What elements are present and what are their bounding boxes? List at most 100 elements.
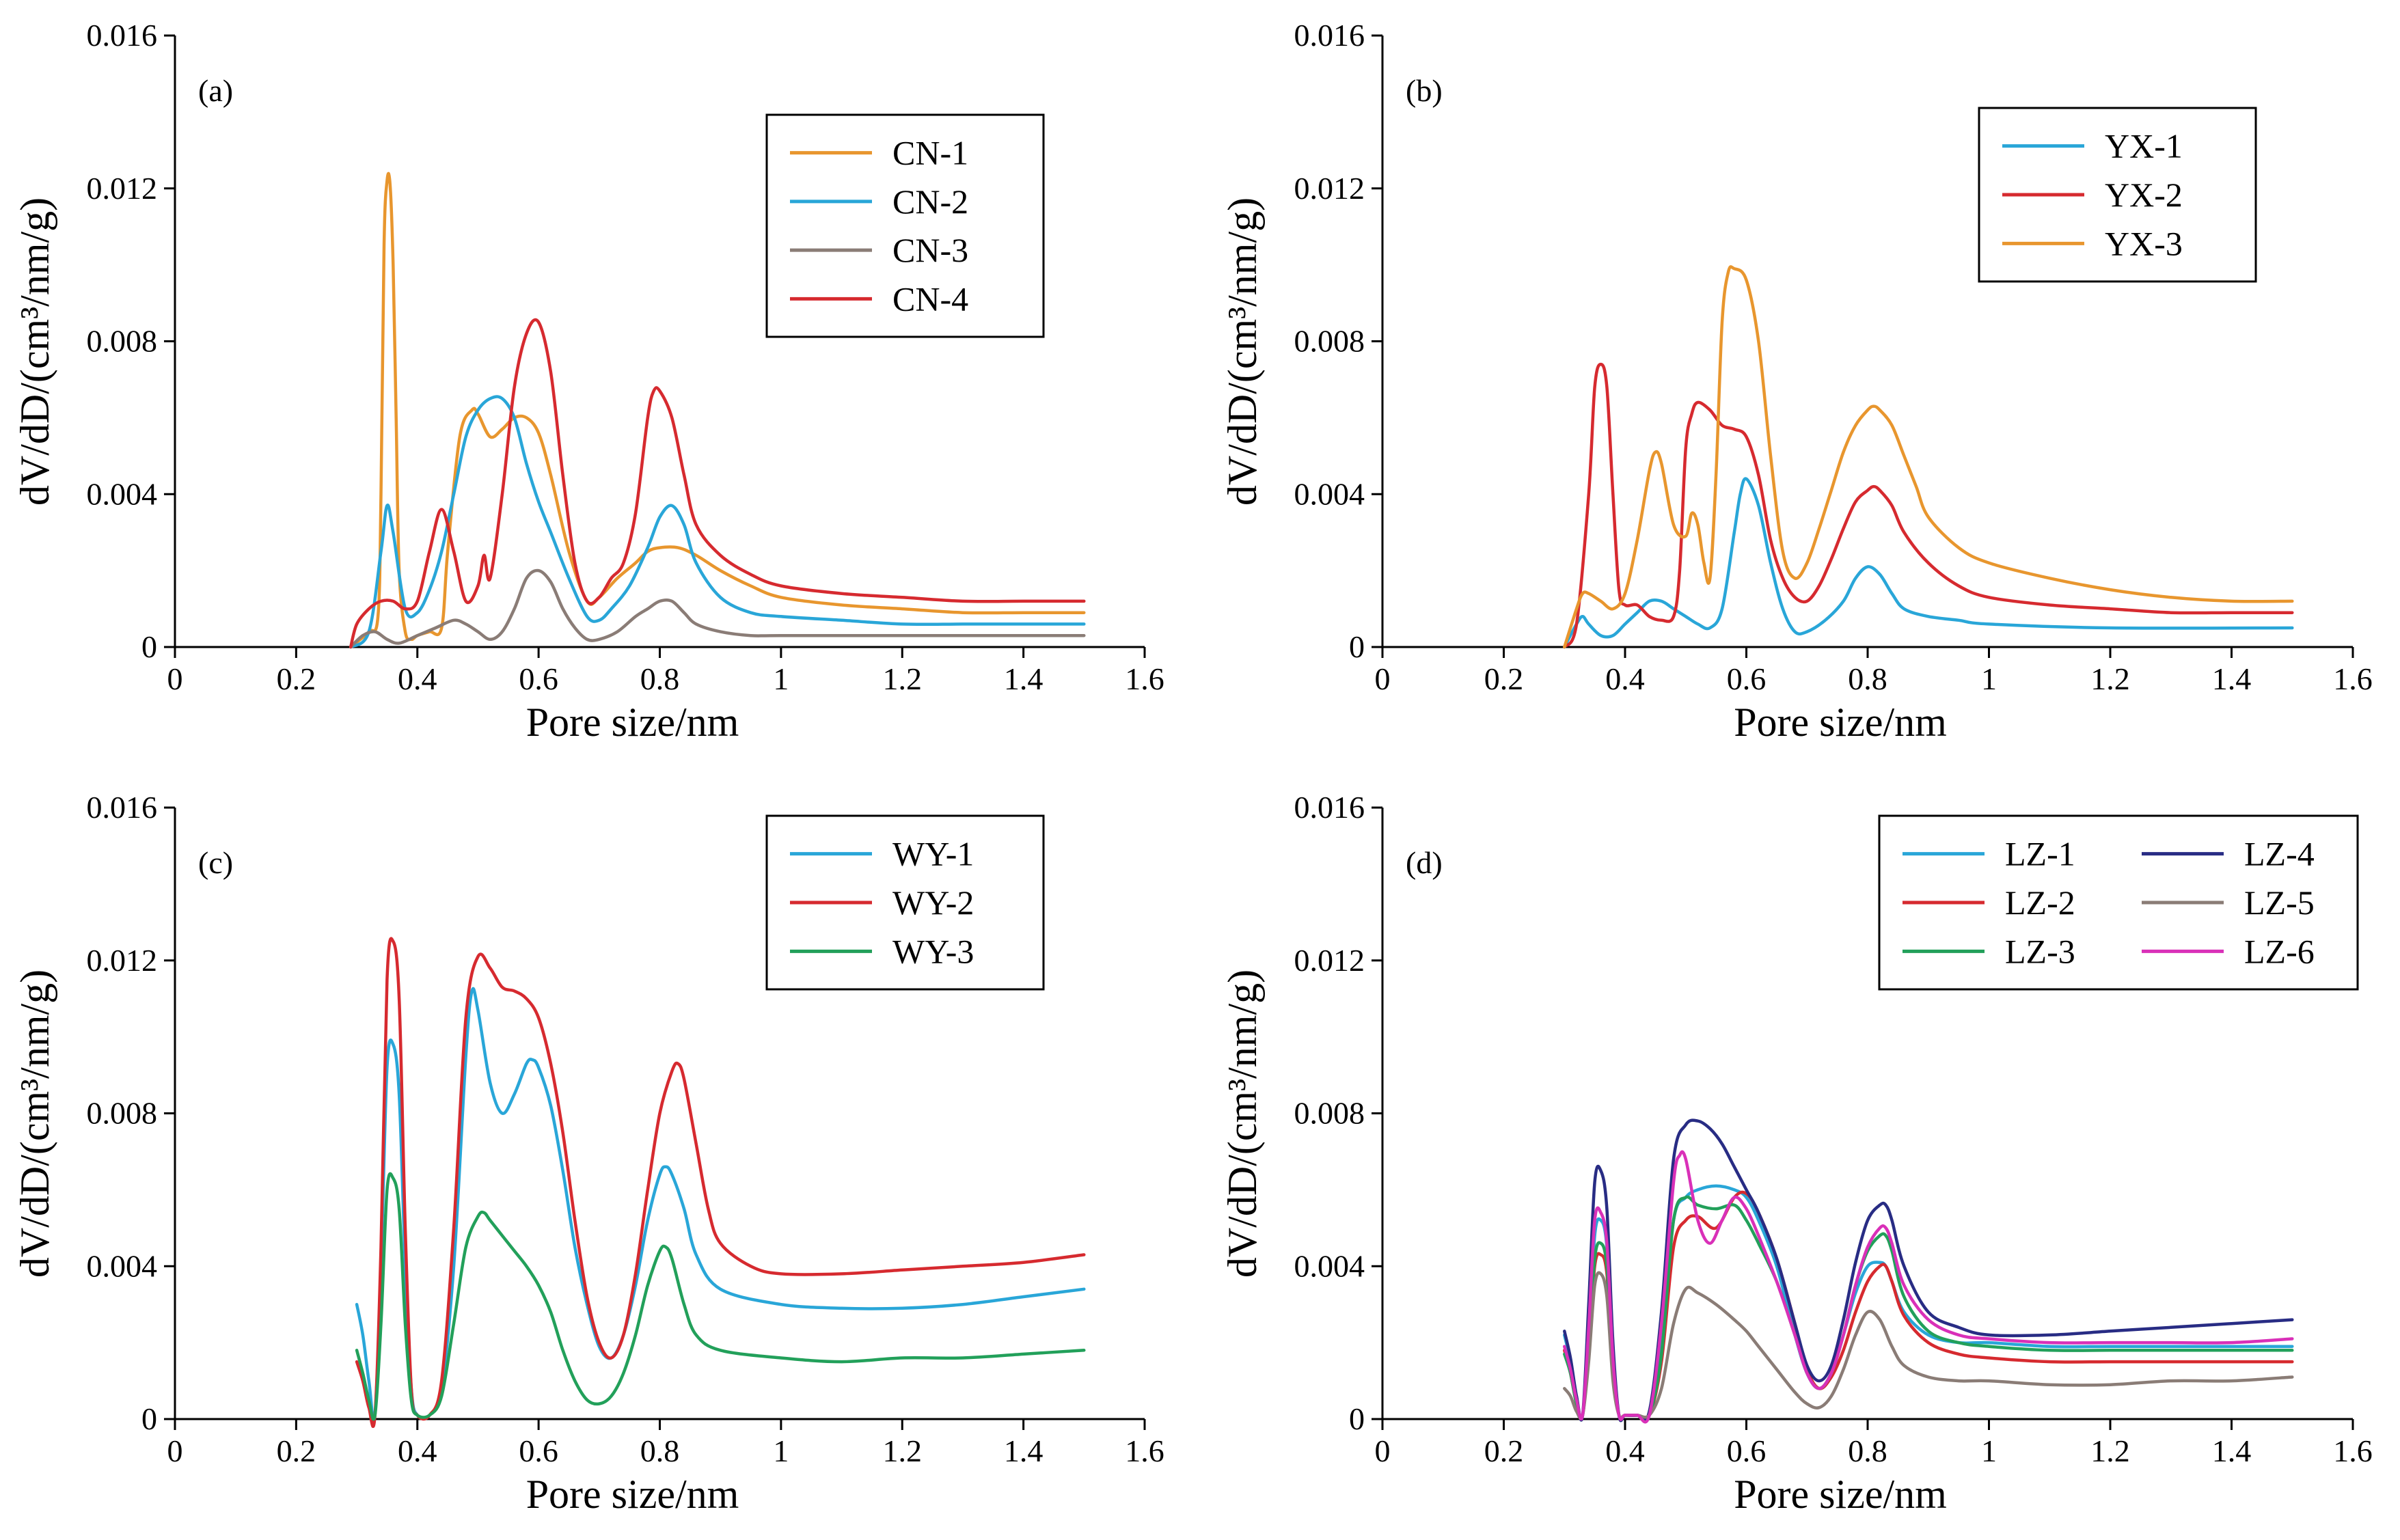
x-tick-label: 1.2 (2090, 661, 2130, 696)
legend-label: LZ-1 (2005, 835, 2075, 873)
x-tick-label: 1 (773, 661, 789, 696)
legend-label: LZ-6 (2244, 932, 2315, 970)
panel-a: 0 0.2 0.4 0.6 0.8 1 1.2 1.4 1.6 0 0.004 0.008 0.012 0… (12, 18, 1164, 745)
y-axis-title: dV/dD/(cm³/nm/g) (12, 197, 57, 506)
legend-item: LZ-2 (1903, 883, 2075, 922)
y-tick-label: 0 (1349, 1401, 1365, 1436)
x-tick-label: 1.6 (2333, 1433, 2373, 1468)
y-axis-title: dV/dD/(cm³/nm/g) (1220, 970, 1265, 1278)
legend-item: WY-3 (790, 932, 974, 970)
x-tick-label: 0.4 (398, 1433, 437, 1468)
x-tick-label: 0.8 (1848, 661, 1887, 696)
legend-label: CN-3 (892, 231, 968, 269)
series-line-lz-4 (1563, 1118, 2294, 1422)
x-tick-label: 1.4 (2212, 661, 2252, 696)
series-line-yx-2 (1563, 362, 2294, 649)
series-line-cn-3 (349, 568, 1086, 649)
y-tick-label: 0.004 (1294, 1248, 1365, 1283)
legend-item: CN-4 (790, 279, 968, 318)
legend-label: CN-1 (892, 134, 968, 172)
y-tick-label: 0.008 (87, 324, 158, 359)
series-line-wy-2 (355, 937, 1086, 1429)
x-tick-label: 0.4 (398, 661, 437, 696)
legend: CN-1 CN-2 CN-3 CN-4 (765, 113, 1045, 338)
legend: WY-1 WY-2 WY-3 (765, 814, 1045, 991)
y-tick-label: 0.016 (1294, 18, 1365, 53)
legend-item: WY-2 (790, 883, 974, 922)
x-tick-label: 1.4 (1004, 1433, 1044, 1468)
legend-label: CN-2 (892, 182, 968, 221)
x-tick-label: 0.2 (1484, 661, 1524, 696)
y-tick-label: 0.012 (87, 171, 158, 206)
legend-label: LZ-5 (2244, 883, 2315, 922)
x-tick-label: 0.2 (1484, 1433, 1524, 1468)
x-tick-label: 1.2 (883, 661, 923, 696)
x-tick-label: 1 (1981, 661, 1997, 696)
legend-item: CN-1 (790, 134, 968, 172)
legend-label: YX-3 (2105, 224, 2183, 262)
legend-item: YX-2 (2002, 176, 2183, 214)
y-tick-label: 0 (1349, 629, 1365, 664)
panel-d: 0 0.2 0.4 0.6 0.8 1 1.2 1.4 1.6 0 0.004 0.008 0.012 0… (1220, 790, 2373, 1517)
x-axis-title: Pore size/nm (1734, 1472, 1947, 1517)
x-tick-label: 1.4 (2212, 1433, 2252, 1468)
x-tick-label: 1.2 (2090, 1433, 2130, 1468)
series-line-yx-3 (1563, 265, 2294, 649)
x-tick-label: 0.4 (1605, 1433, 1645, 1468)
legend-item: LZ-1 (1903, 835, 2075, 873)
y-tick-label: 0.008 (1294, 324, 1365, 359)
y-tick-label: 0.016 (87, 18, 158, 53)
x-tick-label: 0.2 (277, 1433, 316, 1468)
y-tick-label: 0.012 (87, 943, 158, 978)
x-tick-label: 0.8 (1848, 1433, 1887, 1468)
x-axis-title: Pore size/nm (1734, 700, 1947, 745)
legend-item: LZ-6 (2142, 932, 2315, 970)
series-line-lz-3 (1563, 1195, 2294, 1422)
y-tick-label: 0.016 (1294, 790, 1365, 825)
x-tick-label: 1 (773, 1433, 789, 1468)
panel-b: 0 0.2 0.4 0.6 0.8 1 1.2 1.4 1.6 0 0.004 0.008 0.012 0… (1220, 18, 2373, 745)
legend-item: YX-3 (2002, 224, 2183, 262)
x-tick-label: 0.8 (640, 661, 680, 696)
x-tick-label: 0.6 (1727, 1433, 1767, 1468)
x-tick-label: 1 (1981, 1433, 1997, 1468)
y-tick-label: 0 (141, 629, 157, 664)
legend-item: LZ-4 (2142, 835, 2315, 873)
x-tick-label: 1.2 (883, 1433, 923, 1468)
y-tick-label: 0.004 (87, 476, 158, 511)
y-tick-label: 0 (141, 1401, 157, 1436)
legend-label: YX-1 (2105, 127, 2183, 165)
legend-item: CN-3 (790, 231, 968, 269)
x-tick-label: 0 (167, 661, 183, 696)
legend-item: LZ-5 (2142, 883, 2315, 922)
x-tick-label: 0.6 (1727, 661, 1767, 696)
y-tick-label: 0.012 (1294, 171, 1365, 206)
legend-label: LZ-4 (2244, 835, 2315, 873)
legend-label: WY-3 (892, 932, 974, 970)
x-tick-label: 0.6 (519, 661, 558, 696)
y-tick-label: 0.008 (1294, 1096, 1365, 1131)
y-tick-label: 0.004 (1294, 476, 1365, 511)
legend-item: LZ-3 (1903, 932, 2075, 970)
legend-label: WY-1 (892, 835, 974, 873)
legend-label: WY-2 (892, 883, 974, 922)
panel-label: (c) (198, 845, 233, 880)
x-tick-label: 0.8 (640, 1433, 680, 1468)
legend-label: CN-4 (892, 279, 968, 318)
x-tick-label: 0.6 (519, 1433, 558, 1468)
x-tick-label: 1.6 (1125, 1433, 1164, 1468)
x-tick-label: 1.6 (1125, 661, 1164, 696)
series-line-cn-1 (349, 171, 1086, 649)
x-tick-label: 0 (1375, 661, 1391, 696)
x-tick-label: 0 (1375, 1433, 1391, 1468)
legend-item: WY-1 (790, 835, 974, 873)
series-line-wy-1 (355, 987, 1086, 1422)
panel-c: 0 0.2 0.4 0.6 0.8 1 1.2 1.4 1.6 0 0.004 0.008 0.012 0… (12, 790, 1164, 1517)
x-axis-title: Pore size/nm (526, 1472, 739, 1517)
series-line-lz-6 (1563, 1150, 2294, 1424)
panel-label: (a) (198, 73, 233, 108)
series-line-cn-2 (349, 395, 1086, 649)
x-tick-label: 0.2 (277, 661, 316, 696)
